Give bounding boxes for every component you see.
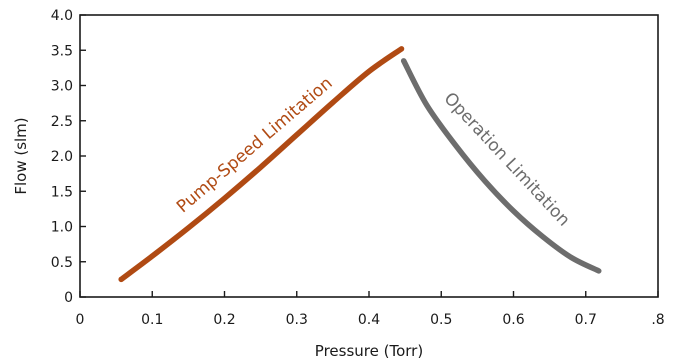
- pump-speed-limitation-line: [118, 46, 405, 283]
- x-tick-label: 0.3: [286, 312, 308, 328]
- x-tick-label: 0.6: [502, 312, 524, 328]
- x-tick-label: 0.1: [141, 312, 163, 328]
- x-tick-label: 0: [76, 312, 85, 328]
- x-tick-label: .8: [651, 312, 664, 328]
- ticks: 0 0.1 0.2 0.3 0.4 0.5 0.6 0.7 .8 0 0.5 1.0 1.5 2.0 2.5…: [51, 8, 665, 328]
- pump-speed-limitation-label: Pump-Speed Limitation: [173, 73, 337, 217]
- annotations: Pump-Speed Limitation Operation Limitatio…: [173, 73, 574, 230]
- x-tick-label: 0.7: [575, 312, 597, 328]
- y-axis-title: Flow (slm): [12, 117, 30, 194]
- y-tick-label: 1.0: [51, 220, 73, 236]
- x-tick-label: 0.2: [213, 312, 235, 328]
- y-tick-label: 3.0: [51, 79, 73, 95]
- y-tick-label: 2.5: [51, 114, 73, 130]
- x-tick-label: 0.4: [358, 312, 380, 328]
- y-tick-label: 3.5: [51, 43, 73, 59]
- x-tick-label: 0.5: [430, 312, 452, 328]
- operation-limitation-line: [400, 58, 602, 274]
- y-tick-label: 4.0: [51, 8, 73, 24]
- y-tick-label: 0.5: [51, 255, 73, 271]
- y-tick-label: 2.0: [51, 149, 73, 165]
- x-axis-title: Pressure (Torr): [315, 342, 423, 360]
- series-group: [118, 46, 602, 283]
- y-tick-label: 0: [64, 290, 73, 306]
- operation-limitation-label: Operation Limitation: [440, 89, 574, 231]
- y-tick-label: 1.5: [51, 184, 73, 200]
